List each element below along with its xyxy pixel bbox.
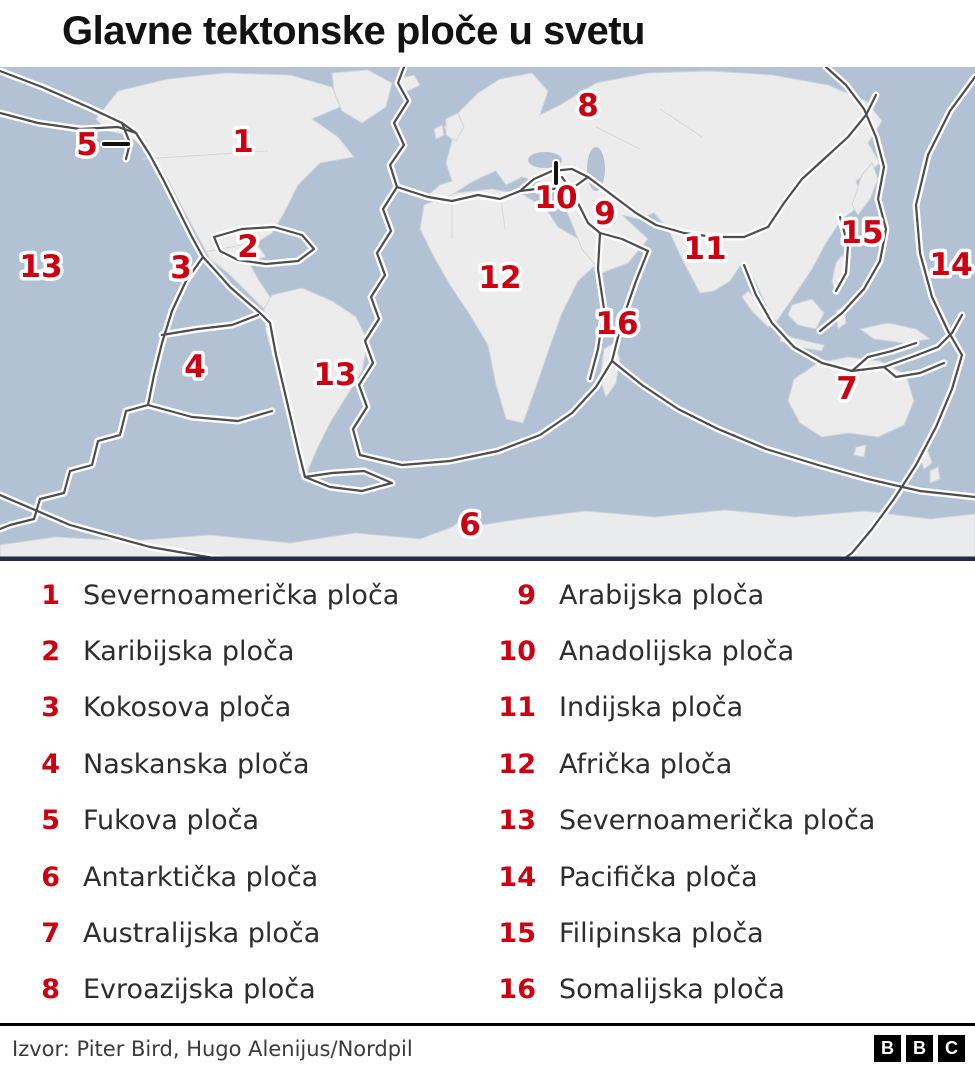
legend-item-number: 16: [498, 974, 536, 1006]
map-marker-13: 13: [313, 357, 356, 393]
legend-item: 1 Severnoamerička ploča: [16, 567, 486, 623]
page-title: Glavne tektonske ploče u svetu: [62, 9, 646, 53]
legend-item-name: Somalijska ploča: [559, 974, 785, 1006]
legend-item-number: 7: [41, 918, 60, 950]
legend-item: 12 Afrička ploča: [486, 736, 975, 792]
map-marker-15: 15: [840, 215, 883, 251]
continents: [0, 69, 975, 561]
legend-item-name: Karibijska ploča: [83, 636, 295, 668]
bbc-logo-block: C: [938, 1035, 965, 1062]
legend-item: 11 Indijska ploča: [486, 680, 975, 736]
continent-antarctica: [0, 509, 975, 561]
legend-item-number: 13: [498, 805, 536, 837]
legend-column-right: 9 Arabijska ploča 10 Anadolijska ploča 11 Ind…: [486, 567, 975, 1023]
map-marker-5: 5: [76, 127, 98, 163]
legend-item-number: 10: [498, 636, 536, 668]
legend-item-number: 6: [41, 861, 60, 893]
legend-item-number: 3: [41, 692, 60, 724]
legend-item-number: 9: [517, 579, 536, 611]
source-credit: Izvor: Piter Bird, Hugo Alenijus/Nordpil: [12, 1036, 413, 1061]
legend-item-number: 8: [41, 974, 60, 1006]
legend-item-name: Severnoamerička ploča: [559, 805, 876, 837]
legend-item-name: Arabijska ploča: [559, 579, 765, 611]
legend-item-name: Australijska ploča: [83, 918, 321, 950]
header: Glavne tektonske ploče u svetu: [0, 0, 975, 67]
legend-item-name: Evroazijska ploča: [83, 974, 316, 1006]
legend-item-name: Anadolijska ploča: [559, 636, 795, 668]
island-ireland: [433, 124, 445, 140]
legend-item-number: 11: [498, 692, 536, 724]
map-marker-13: 13: [19, 249, 62, 285]
map-marker-7: 7: [836, 371, 858, 407]
legend-item: 13 Severnoamerička ploča: [486, 793, 975, 849]
legend-item-name: Kokosova ploča: [83, 692, 292, 724]
map-marker-1: 1: [232, 124, 254, 160]
legend-item-name: Pacifička ploča: [559, 861, 758, 893]
legend-item: 4 Naskanska ploča: [16, 736, 486, 792]
legend-item: 14 Pacifička ploča: [486, 849, 975, 905]
map-marker-6: 6: [459, 507, 481, 543]
island-tasmania: [853, 444, 867, 458]
continent-north-america: [95, 72, 355, 314]
continent-australia: [787, 356, 915, 438]
legend: 1 Severnoamerička ploča 2 Karibijska ploča 3…: [0, 561, 975, 1023]
legend-item-name: Filipinska ploča: [559, 918, 764, 950]
legend-item-number: 15: [498, 918, 536, 950]
map-marker-3: 3: [170, 250, 192, 286]
bbc-logo-block: B: [874, 1035, 901, 1062]
map-marker-16: 16: [595, 306, 638, 342]
bbc-logo-block: B: [906, 1035, 933, 1062]
legend-item-number: 2: [41, 636, 60, 668]
legend-item-number: 12: [498, 748, 536, 780]
map-marker-9: 9: [594, 196, 616, 232]
island-new-guinea: [858, 322, 932, 344]
legend-item-name: Afrička ploča: [559, 748, 733, 780]
legend-item-number: 1: [41, 579, 60, 611]
legend-column-left: 1 Severnoamerička ploča 2 Karibijska ploča 3…: [16, 567, 486, 1023]
map-marker-2: 2: [237, 229, 259, 265]
legend-item-name: Severnoamerička ploča: [83, 579, 400, 611]
legend-item-name: Naskanska ploča: [83, 748, 310, 780]
legend-item-number: 14: [498, 861, 536, 893]
continent-africa: [419, 188, 603, 424]
footer: Izvor: Piter Bird, Hugo Alenijus/Nordpil…: [0, 1023, 975, 1071]
legend-item: 5 Fukova ploča: [16, 793, 486, 849]
map-marker-8: 8: [577, 88, 599, 124]
legend-item-number: 4: [41, 748, 60, 780]
legend-item: 9 Arabijska ploča: [486, 567, 975, 623]
map-marker-14: 14: [929, 247, 972, 283]
legend-item: 6 Antarktička ploča: [16, 849, 486, 905]
legend-item: 10 Anadolijska ploča: [486, 623, 975, 679]
map-marker-10: 10: [534, 180, 577, 216]
legend-item-name: Fukova ploča: [83, 805, 260, 837]
map-marker-4: 4: [184, 349, 206, 385]
legend-item: 7 Australijska ploča: [16, 905, 486, 961]
legend-item: 15 Filipinska ploča: [486, 905, 975, 961]
legend-item-number: 5: [41, 805, 60, 837]
legend-item-name: Antarktička ploča: [83, 861, 319, 893]
island-japan: [851, 162, 879, 216]
legend-item: 8 Evroazijska ploča: [16, 962, 486, 1018]
map-marker-11: 11: [683, 231, 726, 267]
island-greenland: [331, 69, 393, 124]
island-britain: [445, 112, 465, 142]
map-bottom-bar: [0, 556, 975, 561]
legend-item: 3 Kokosova ploča: [16, 680, 486, 736]
island-borneo: [787, 298, 825, 330]
legend-item: 16 Somalijska ploča: [486, 962, 975, 1018]
legend-item-name: Indijska ploča: [559, 692, 744, 724]
legend-item: 2 Karibijska ploča: [16, 623, 486, 679]
world-map: 1 2 3 4 5 6 7 8 9 10 11 12 13 13 14 15 16: [0, 67, 975, 561]
map-marker-12: 12: [478, 260, 521, 296]
continent-eurasia: [427, 70, 883, 327]
